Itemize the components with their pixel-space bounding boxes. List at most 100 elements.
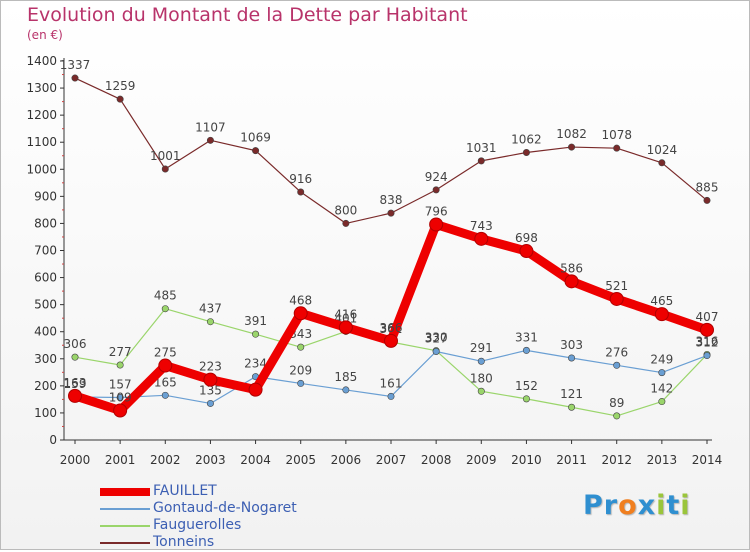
- x-tick-label: 2005: [285, 453, 316, 467]
- data-label-fauillet: 109: [109, 390, 132, 404]
- x-tick-label: 2014: [692, 453, 723, 467]
- data-point-tonneins: [613, 144, 621, 152]
- data-label-tonneins: 1024: [647, 143, 678, 157]
- data-point-fauillet: [564, 274, 579, 289]
- x-tick-label: 2011: [556, 453, 587, 467]
- data-label-gontaud-de-nogaret: 234: [244, 357, 267, 371]
- data-label-tonneins: 916: [289, 172, 312, 186]
- x-tick-label: 2002: [150, 453, 181, 467]
- data-point-fauguerolles: [206, 318, 214, 326]
- legend-swatch: [100, 488, 150, 496]
- y-tick-label: 1200: [26, 108, 57, 122]
- data-label-gontaud-de-nogaret: 135: [199, 383, 222, 397]
- x-tick-label: 2009: [466, 453, 497, 467]
- data-point-gontaud-de-nogaret: [522, 346, 530, 354]
- data-label-fauguerolles: 306: [64, 337, 87, 351]
- data-point-gontaud-de-nogaret: [387, 392, 395, 400]
- data-label-gontaud-de-nogaret: 303: [560, 338, 583, 352]
- data-label-gontaud-de-nogaret: 161: [380, 376, 403, 390]
- data-label-tonneins: 1107: [195, 120, 226, 134]
- data-point-fauguerolles: [161, 305, 169, 313]
- data-point-gontaud-de-nogaret: [161, 391, 169, 399]
- data-point-gontaud-de-nogaret: [658, 369, 666, 377]
- y-tick-label: 900: [34, 189, 57, 203]
- data-point-tonneins: [252, 147, 260, 155]
- y-tick-label: 0: [49, 433, 57, 447]
- data-label-gontaud-de-nogaret: 327: [425, 331, 448, 345]
- x-tick-label: 2013: [647, 453, 678, 467]
- data-point-tonneins: [297, 188, 305, 196]
- data-label-fauillet: 366: [380, 321, 403, 335]
- data-label-fauguerolles: 142: [650, 382, 673, 396]
- data-point-fauguerolles: [613, 412, 621, 420]
- data-label-gontaud-de-nogaret: 159: [64, 377, 87, 391]
- data-point-fauillet: [338, 320, 353, 335]
- y-tick-label: 600: [34, 271, 57, 285]
- legend-swatch: [100, 525, 150, 527]
- y-tick-label: 300: [34, 352, 57, 366]
- data-label-fauillet: 743: [470, 219, 493, 233]
- data-label-fauillet: 163: [64, 376, 87, 390]
- data-point-fauillet: [203, 372, 218, 387]
- data-label-tonneins: 1259: [105, 79, 136, 93]
- legend-label: Gontaud-de-Nogaret: [153, 500, 297, 516]
- data-label-gontaud-de-nogaret: 209: [289, 363, 312, 377]
- legend-swatch: [100, 508, 150, 510]
- data-label-tonneins: 1001: [150, 149, 181, 163]
- data-point-gontaud-de-nogaret: [297, 379, 305, 387]
- data-point-gontaud-de-nogaret: [342, 386, 350, 394]
- data-point-gontaud-de-nogaret: [432, 347, 440, 355]
- x-tick-label: 2010: [511, 453, 542, 467]
- x-tick-label: 2004: [240, 453, 271, 467]
- x-tick-label: 2000: [60, 453, 91, 467]
- data-label-fauillet: 407: [696, 310, 719, 324]
- y-tick-label: 800: [34, 216, 57, 230]
- data-label-tonneins: 1069: [240, 131, 271, 145]
- legend-swatch: [100, 542, 150, 544]
- data-point-tonneins: [161, 165, 169, 173]
- data-point-fauguerolles: [658, 398, 666, 406]
- data-label-gontaud-de-nogaret: 312: [696, 336, 719, 350]
- x-tick-label: 2006: [331, 453, 362, 467]
- data-label-fauguerolles: 391: [244, 314, 267, 328]
- data-point-fauillet: [113, 403, 128, 418]
- data-label-fauillet: 586: [560, 261, 583, 275]
- data-label-gontaud-de-nogaret: 185: [334, 370, 357, 384]
- data-point-fauillet: [248, 382, 263, 397]
- y-tick-label: 1100: [26, 135, 57, 149]
- chart-unit: (en €): [27, 28, 63, 42]
- data-point-fauillet: [654, 307, 669, 322]
- data-point-gontaud-de-nogaret: [703, 352, 711, 360]
- data-point-tonneins: [71, 74, 79, 82]
- data-point-tonneins: [568, 143, 576, 151]
- data-point-fauillet: [609, 291, 624, 306]
- data-label-fauillet: 468: [289, 293, 312, 307]
- data-label-fauillet: 465: [650, 294, 673, 308]
- data-label-fauillet: 521: [605, 279, 628, 293]
- data-label-fauguerolles: 437: [199, 302, 222, 316]
- logo-letter: t: [666, 490, 681, 521]
- data-label-fauillet: 796: [425, 205, 448, 219]
- data-point-fauguerolles: [252, 330, 260, 338]
- data-point-tonneins: [703, 196, 711, 204]
- data-point-gontaud-de-nogaret: [116, 393, 124, 401]
- y-tick-label: 100: [34, 406, 57, 420]
- x-tick-label: 2003: [195, 453, 226, 467]
- logo-letter: i: [680, 490, 691, 521]
- data-label-fauguerolles: 485: [154, 289, 177, 303]
- y-tick-label: 1400: [26, 54, 57, 68]
- data-point-fauguerolles: [71, 353, 79, 361]
- y-tick-label: 500: [34, 298, 57, 312]
- data-point-tonneins: [206, 136, 214, 144]
- data-point-fauillet: [519, 244, 534, 259]
- data-label-tonneins: 1031: [466, 141, 497, 155]
- y-tick-label: 700: [34, 244, 57, 258]
- data-label-fauguerolles: 316: [696, 334, 719, 348]
- data-point-gontaud-de-nogaret: [613, 361, 621, 369]
- data-label-fauguerolles: 180: [470, 371, 493, 385]
- data-label-tonneins: 1337: [60, 58, 91, 72]
- data-label-gontaud-de-nogaret: 157: [109, 377, 132, 391]
- data-label-gontaud-de-nogaret: 331: [515, 330, 538, 344]
- data-label-fauillet: 223: [199, 360, 222, 374]
